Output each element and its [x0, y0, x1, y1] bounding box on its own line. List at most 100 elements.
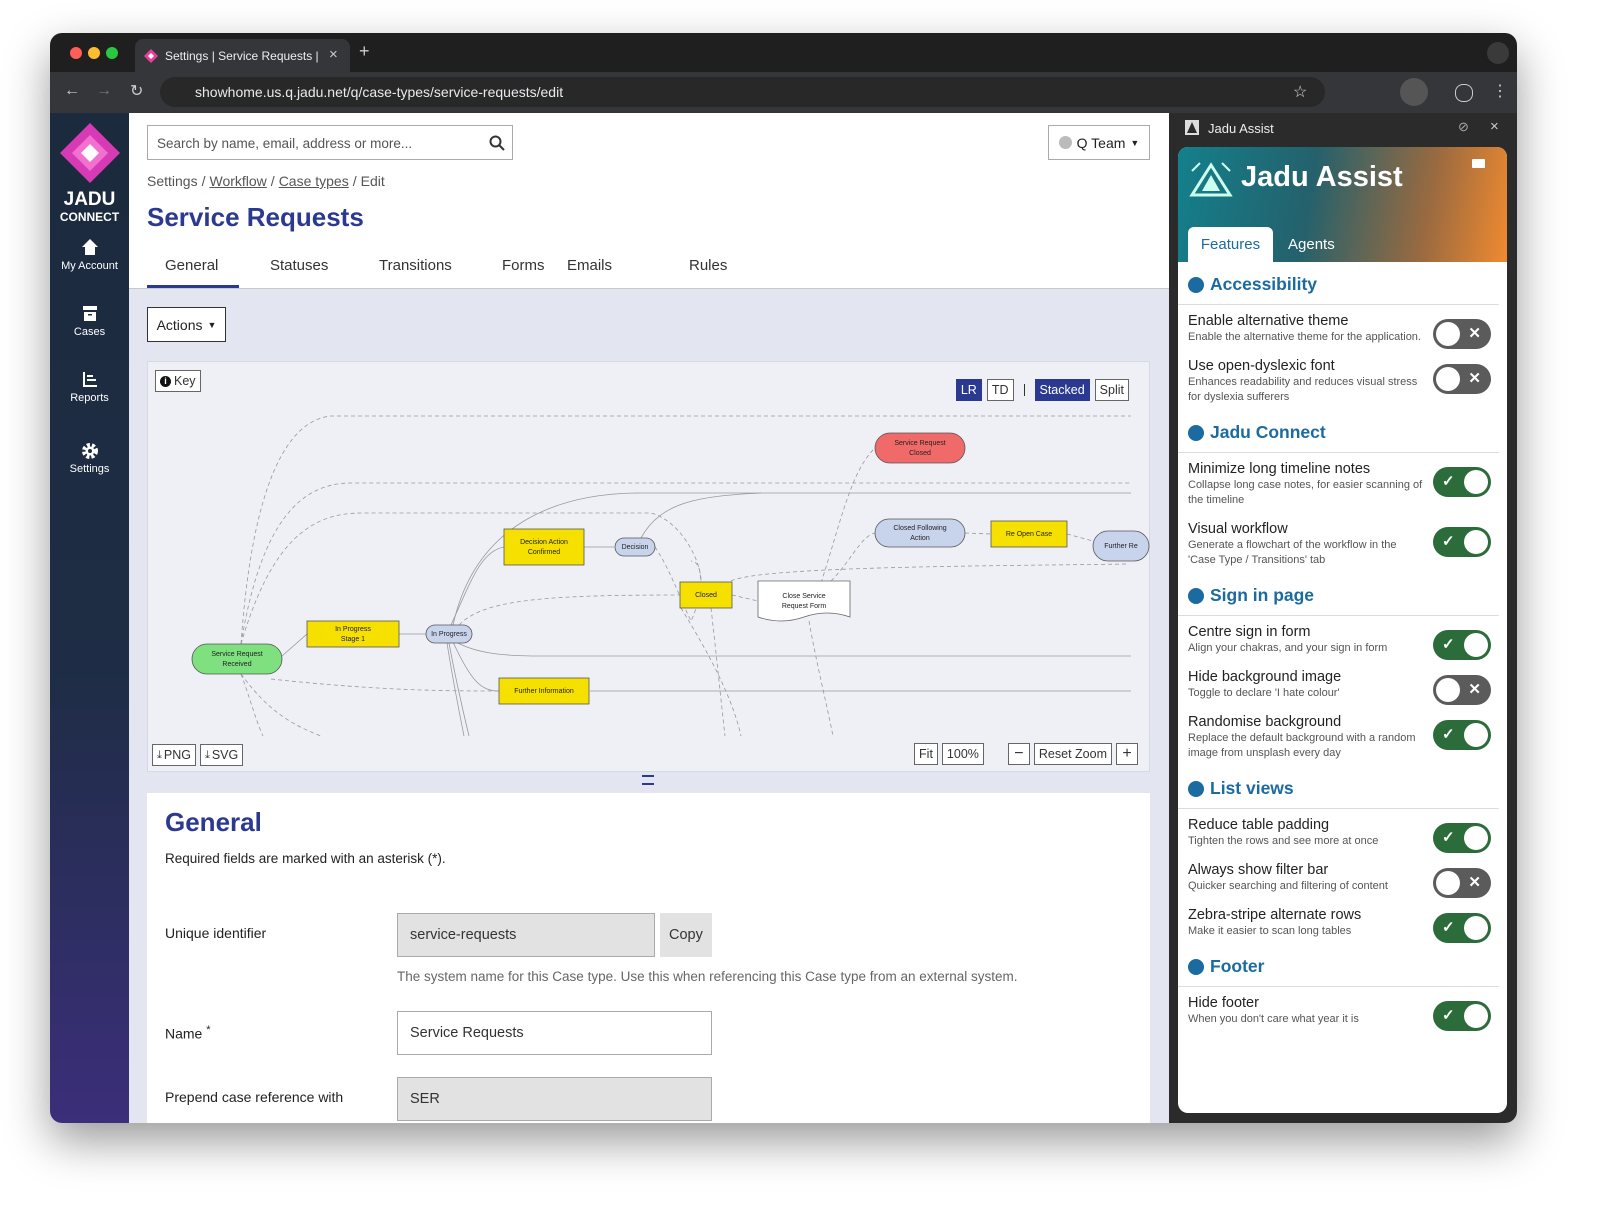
- edge: [448, 594, 681, 644]
- search-box[interactable]: Search by name, email, address or more..…: [147, 125, 513, 160]
- actions-button[interactable]: Actions ▼: [147, 307, 226, 342]
- nav-item[interactable]: Reports: [70, 392, 109, 404]
- layout-button[interactable]: LR: [955, 379, 982, 401]
- menu-button[interactable]: ⋮: [1492, 83, 1508, 100]
- toggle[interactable]: ✓: [1433, 720, 1491, 750]
- feature-description: Align your chakras, and your sign in for…: [1188, 642, 1388, 654]
- minimize-dot[interactable]: [88, 47, 100, 59]
- node-label: Service Request Received: [211, 651, 262, 668]
- new-tab[interactable]: +: [359, 41, 370, 61]
- logo-text: JADU: [63, 189, 116, 210]
- feature-description: Replace the default background with a ra…: [1188, 732, 1416, 759]
- toggle[interactable]: ✕: [1433, 868, 1491, 898]
- zoom-dot[interactable]: [106, 47, 118, 59]
- breadcrumb-item[interactable]: Case types: [278, 173, 349, 189]
- breadcrumb-item[interactable]: Workflow: [209, 173, 267, 189]
- node-shape: [874, 518, 966, 548]
- toggle[interactable]: ✓: [1433, 1001, 1491, 1031]
- team-button[interactable]: Q Team ▼: [1048, 125, 1150, 160]
- export-button[interactable]: ⤓ PNG: [152, 744, 196, 766]
- toggle-icon: ✕: [1468, 325, 1481, 342]
- layout-button[interactable]: TD: [986, 379, 1014, 401]
- tab[interactable]: Forms: [502, 257, 545, 274]
- toggle[interactable]: ✕: [1433, 364, 1491, 394]
- bookmark-star[interactable]: ☆: [1293, 84, 1308, 101]
- feature-description: Make it easier to scan long tables: [1188, 925, 1352, 937]
- workflow-node[interactable]: Service Request Closed: [874, 432, 966, 464]
- workflow-node[interactable]: Decision Action Confirmed: [503, 528, 585, 566]
- toggle-knob: [1436, 367, 1460, 391]
- workflow-node[interactable]: Close Service Request Form: [757, 580, 851, 622]
- workflow-node[interactable]: Closed: [679, 581, 733, 609]
- export-label: SVG: [211, 748, 239, 762]
- key-label: Key: [174, 374, 196, 388]
- toggle[interactable]: ✓: [1433, 913, 1491, 943]
- workflow-node[interactable]: Closed Following Action: [874, 518, 966, 548]
- feature-name: Minimize long timeline notes: [1188, 461, 1371, 477]
- feature-item: Zebra-stripe alternate rows Make it easie…: [1178, 899, 1499, 944]
- omnibox[interactable]: showhome.us.q.jadu.net/q/case-types/serv…: [160, 77, 1325, 107]
- toggle[interactable]: ✓: [1433, 630, 1491, 660]
- edge: [270, 678, 500, 692]
- key-button[interactable]: i Key: [155, 370, 201, 392]
- form-panel: General Required fields are marked with …: [147, 793, 1150, 1123]
- profile-button[interactable]: [1455, 84, 1473, 102]
- feature-item: Randomise background Replace the default …: [1178, 706, 1499, 766]
- tab[interactable]: General: [165, 257, 219, 274]
- mail-icon[interactable]: [1472, 159, 1485, 168]
- nav-item[interactable]: Cases: [73, 326, 106, 338]
- zoom-in[interactable]: +: [1116, 743, 1138, 765]
- node-label: Service Request Closed: [894, 440, 945, 457]
- reset-zoom[interactable]: Reset Zoom: [1033, 743, 1112, 765]
- workflow-node[interactable]: Further Information: [498, 677, 590, 705]
- workflow-node[interactable]: In Progress Stage 1: [306, 620, 400, 648]
- toggle-knob: [1464, 826, 1488, 850]
- assist-tab[interactable]: Features: [1188, 227, 1273, 262]
- toggle[interactable]: ✓: [1433, 527, 1491, 557]
- edge: [452, 492, 1131, 626]
- feature-description: Collapse long case notes, for easier sca…: [1188, 479, 1423, 506]
- tab[interactable]: Transitions: [379, 257, 452, 274]
- panel-close[interactable]: ×: [1490, 118, 1499, 135]
- toggle-icon: ✓: [1442, 533, 1455, 550]
- workflow-node[interactable]: In Progress: [425, 624, 473, 644]
- toggle[interactable]: ✕: [1433, 675, 1491, 705]
- tab[interactable]: Rules: [689, 257, 728, 274]
- zoom-out[interactable]: −: [1007, 743, 1030, 765]
- workflow-node[interactable]: Service Request Received: [191, 643, 283, 675]
- back-button[interactable]: ←: [64, 82, 80, 99]
- browser-tab[interactable]: Settings | Service Requests | ×: [135, 39, 350, 72]
- tab-close[interactable]: ×: [329, 46, 338, 63]
- tab-search[interactable]: [1487, 42, 1509, 64]
- layout-button[interactable]: Split: [1094, 379, 1129, 401]
- breadcrumb: Settings / Workflow / Case types / Edit: [147, 173, 385, 189]
- workflow-node[interactable]: Further Re: [1092, 530, 1150, 562]
- toggle[interactable]: ✕: [1433, 319, 1491, 349]
- breadcrumb-item[interactable]: Settings: [147, 173, 198, 189]
- assist-tab[interactable]: Agents: [1288, 236, 1335, 253]
- name-input[interactable]: Service Requests: [397, 1011, 712, 1055]
- workflow-node[interactable]: Decision: [614, 537, 656, 557]
- side-panel-button[interactable]: [1400, 78, 1428, 106]
- nav-item[interactable]: Settings: [69, 463, 110, 475]
- tab[interactable]: Emails: [567, 257, 613, 274]
- identifier-input[interactable]: service-requests: [397, 913, 655, 957]
- layout-button[interactable]: Stacked: [1034, 379, 1090, 401]
- tab[interactable]: Statuses: [270, 257, 329, 274]
- fit-button[interactable]: Fit: [914, 743, 938, 765]
- unpin-button[interactable]: ⊘: [1458, 119, 1469, 134]
- toggle[interactable]: ✓: [1433, 467, 1491, 497]
- prepend-input[interactable]: SER: [397, 1077, 712, 1121]
- forward-button[interactable]: →: [96, 82, 112, 99]
- node-shape: [306, 620, 400, 648]
- nav-item[interactable]: My Account: [61, 260, 118, 272]
- reload-button[interactable]: ↻: [130, 83, 144, 100]
- copy-button[interactable]: Copy: [660, 913, 712, 957]
- resize-handle[interactable]: [642, 775, 654, 785]
- workflow-node[interactable]: Re Open Case: [990, 520, 1068, 548]
- toggle[interactable]: ✓: [1433, 823, 1491, 853]
- toggle-icon: ✕: [1468, 681, 1481, 698]
- export-button[interactable]: ⤓ SVG: [199, 744, 244, 766]
- close-dot[interactable]: [70, 47, 82, 59]
- node-label: Close Service Request Form: [782, 593, 827, 610]
